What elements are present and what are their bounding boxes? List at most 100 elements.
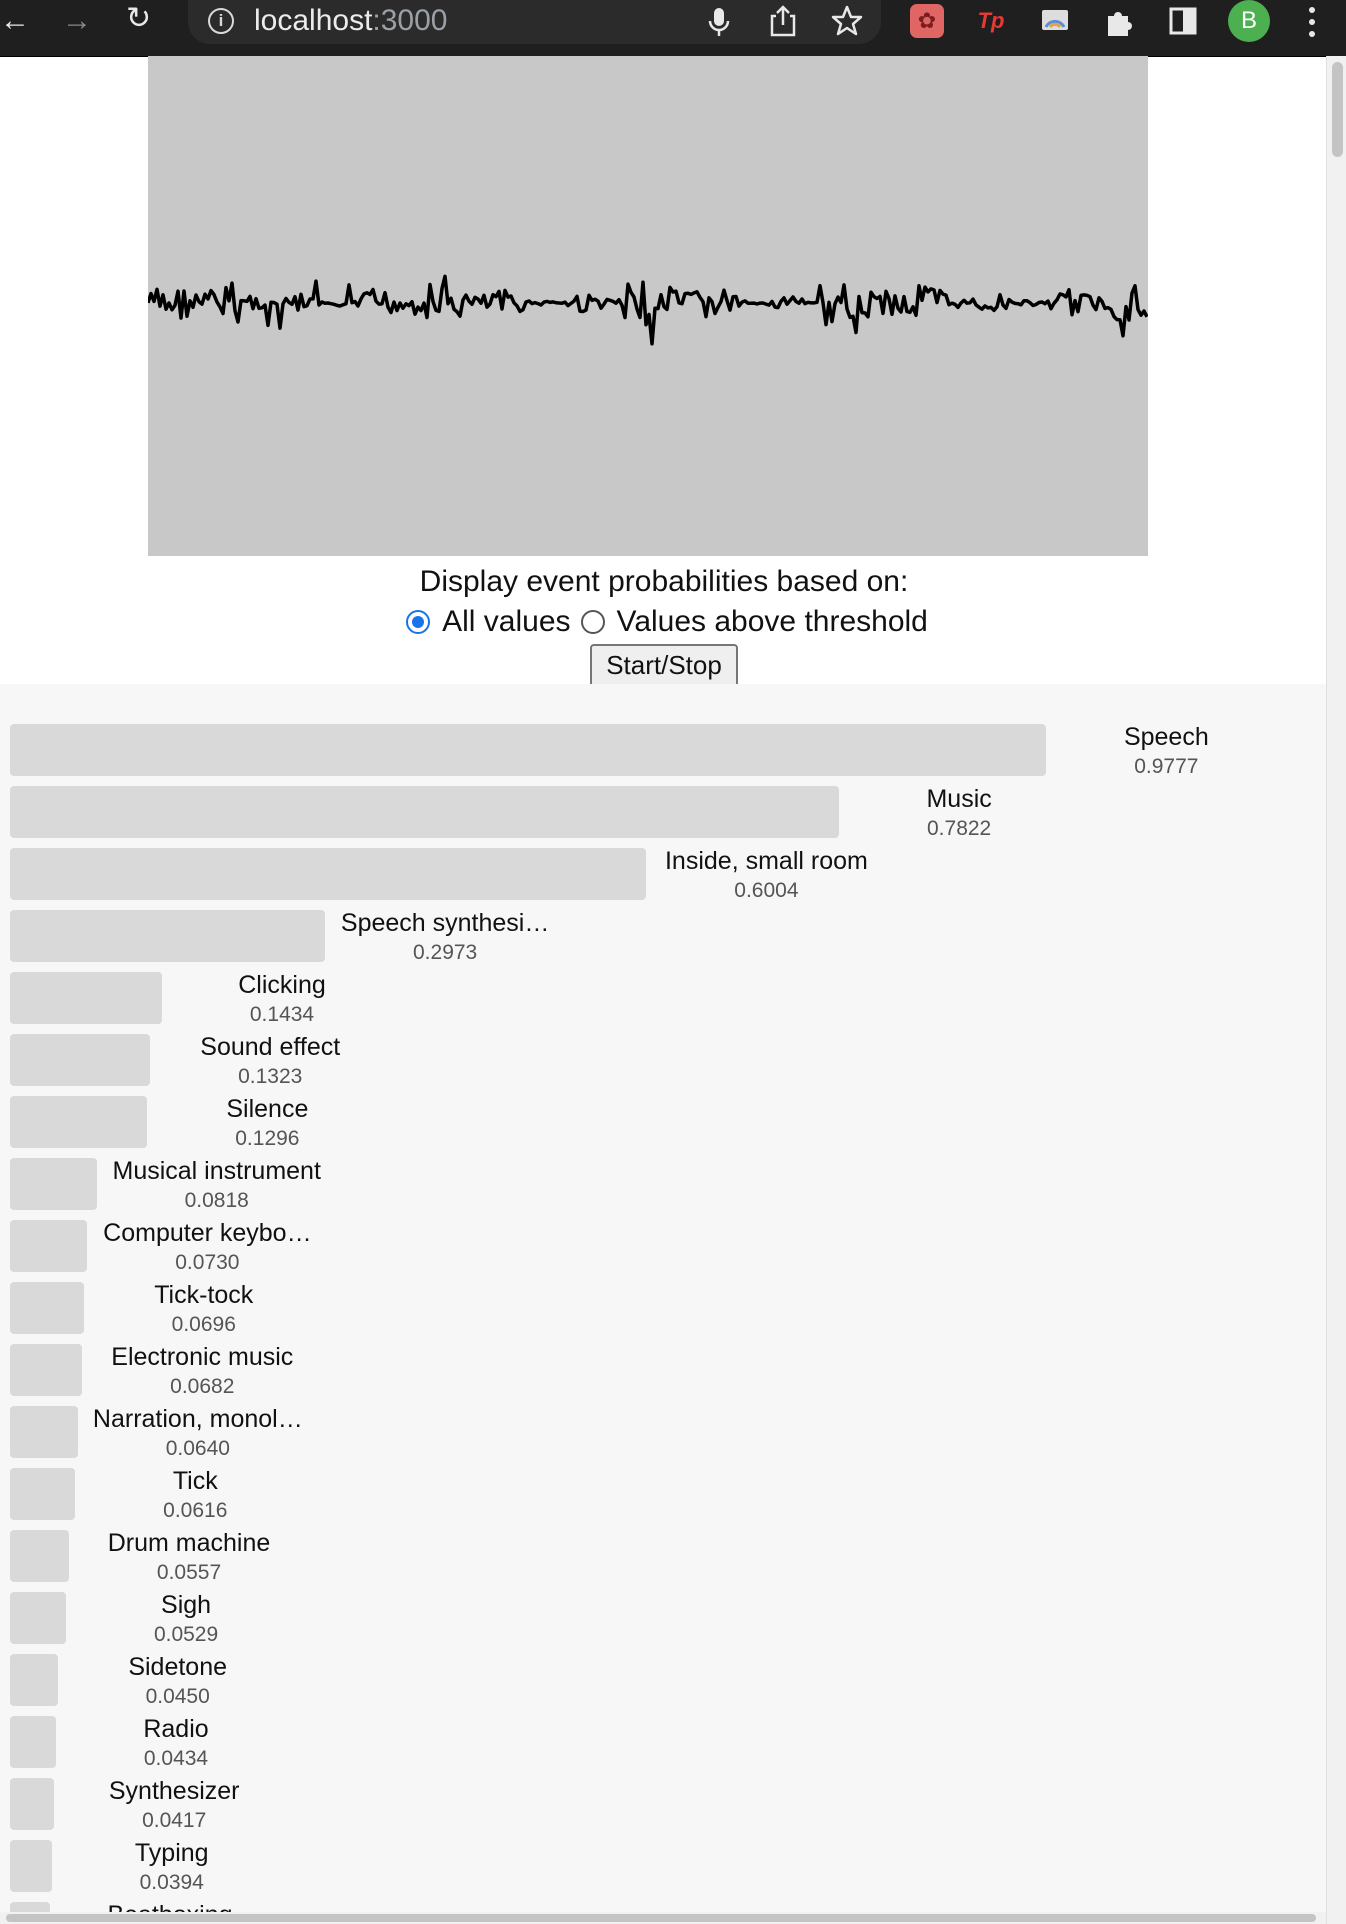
- url-port: :3000: [372, 4, 448, 37]
- event-name: Electronic music: [111, 1343, 294, 1371]
- probability-label: Sigh 0.0529: [56, 1590, 316, 1650]
- event-probability: 0.7822: [927, 817, 992, 840]
- event-probability: 0.1323: [238, 1065, 303, 1088]
- event-name: Speech synthesi…: [340, 909, 550, 937]
- probability-label: Synthesizer 0.0417: [44, 1776, 304, 1836]
- probability-bar: [10, 848, 647, 900]
- probability-bar: [10, 1840, 52, 1892]
- probability-bar: [10, 1716, 56, 1768]
- kebab-menu-icon[interactable]: [1304, 4, 1320, 40]
- display-controls: Display event probabilities based on: Al…: [0, 560, 1328, 687]
- probability-bar: [10, 1778, 55, 1830]
- star-icon[interactable]: [830, 4, 864, 38]
- browser-toolbar: ← → ↻ i localhost:3000 ✿ Tp B: [0, 0, 1346, 57]
- event-name: Music: [926, 785, 992, 813]
- event-probability: 0.0818: [184, 1189, 249, 1212]
- event-probability: 0.0682: [170, 1375, 235, 1398]
- event-probability-list: Speech 0.9777 Music 0.7822 Inside, small roo…: [0, 684, 1326, 1916]
- probability-label: Sound effect 0.1323: [140, 1032, 400, 1092]
- probability-bar: [10, 1158, 97, 1210]
- event-name: Speech: [1123, 723, 1209, 751]
- probability-bar: [10, 1344, 83, 1396]
- cast-extension-icon[interactable]: [1038, 4, 1072, 38]
- radio-above-threshold-label[interactable]: Values above threshold: [616, 605, 928, 638]
- event-name: Sound effect: [200, 1033, 341, 1061]
- start-stop-button[interactable]: Start/Stop: [590, 644, 738, 687]
- event-probability: 0.6004: [734, 879, 799, 902]
- radio-all-values-label[interactable]: All values: [442, 605, 571, 638]
- probability-label: Typing 0.0394: [42, 1838, 302, 1898]
- probability-label: Music 0.7822: [829, 784, 1089, 844]
- url-text[interactable]: localhost:3000: [254, 4, 447, 38]
- reload-icon[interactable]: ↻: [126, 2, 152, 35]
- probability-label: Speech 0.9777: [1036, 722, 1296, 782]
- event-probability: 0.0557: [156, 1561, 222, 1584]
- react-devtools-icon[interactable]: ✿: [910, 4, 944, 38]
- probability-bar: [10, 1654, 58, 1706]
- event-name: Narration, monol…: [92, 1405, 303, 1433]
- probability-bar: [10, 724, 1047, 776]
- microphone-icon[interactable]: [706, 6, 732, 38]
- probability-label: Silence 0.1296: [137, 1094, 397, 1154]
- probability-label: Sidetone 0.0450: [48, 1652, 308, 1712]
- probability-label: Electronic music 0.0682: [72, 1342, 332, 1402]
- event-name: Inside, small room: [664, 847, 868, 875]
- probability-label: Musical instrument 0.0818: [87, 1156, 347, 1216]
- side-panel-icon[interactable]: [1168, 6, 1198, 36]
- event-probability: 0.9777: [1134, 755, 1199, 778]
- waveform-canvas: [146, 56, 1149, 556]
- event-name: Clicking: [238, 971, 326, 999]
- arrow-left-icon[interactable]: ←: [0, 4, 30, 37]
- radio-group: All values Values above threshold: [0, 602, 1328, 642]
- probability-bar: [10, 1034, 151, 1086]
- probability-label: Speech synthesi… 0.2973: [315, 908, 575, 968]
- event-name: Musical instrument: [112, 1157, 321, 1185]
- probability-label: Drum machine 0.0557: [59, 1528, 319, 1588]
- event-name: Silence: [226, 1095, 309, 1123]
- url-host: localhost: [254, 4, 373, 37]
- event-probability: 0.0529: [153, 1623, 219, 1646]
- probability-bar: [10, 786, 840, 838]
- event-name: Drum machine: [107, 1529, 271, 1557]
- probability-bar: [10, 1220, 88, 1272]
- event-name: Radio: [143, 1715, 209, 1743]
- event-probability: 0.1296: [235, 1127, 300, 1150]
- probability-bar: [10, 1468, 76, 1520]
- event-probability: 0.2973: [413, 941, 478, 964]
- address-bar[interactable]: i localhost:3000: [188, 0, 881, 44]
- horizontal-scrollbar[interactable]: [0, 1912, 1326, 1924]
- vertical-scrollbar-thumb[interactable]: [1332, 62, 1343, 157]
- event-probability: 0.0730: [175, 1251, 240, 1274]
- arrow-right-icon[interactable]: →: [62, 4, 92, 37]
- waveform-line: [146, 274, 1149, 346]
- radio-all-values[interactable]: [406, 610, 431, 634]
- share-icon[interactable]: [768, 4, 798, 38]
- tp-extension-icon[interactable]: Tp: [977, 8, 1005, 33]
- event-name: Sidetone: [128, 1653, 228, 1681]
- radio-above-threshold[interactable]: [580, 610, 605, 634]
- event-probability: 0.0450: [145, 1685, 210, 1708]
- puzzle-icon[interactable]: [1104, 6, 1136, 38]
- avatar[interactable]: B: [1228, 0, 1270, 42]
- probability-bar: [10, 1592, 67, 1644]
- event-name: Computer keybo…: [103, 1219, 312, 1247]
- probability-label: Tick 0.0616: [65, 1466, 325, 1526]
- event-probability: 0.0394: [139, 1871, 204, 1894]
- probability-bar: [10, 1530, 70, 1582]
- event-probability: 0.0434: [143, 1747, 209, 1770]
- probability-label: Radio 0.0434: [46, 1714, 306, 1774]
- event-probability: 0.0417: [142, 1809, 207, 1832]
- event-probability: 0.0640: [165, 1437, 230, 1460]
- horizontal-scrollbar-thumb[interactable]: [6, 1914, 1316, 1922]
- event-probability: 0.1434: [249, 1003, 315, 1026]
- probability-bar: [10, 1282, 84, 1334]
- probability-label: Tick-tock 0.0696: [74, 1280, 334, 1340]
- probability-bar: [10, 910, 326, 962]
- event-name: Synthesizer: [108, 1777, 240, 1805]
- event-name: Tick: [172, 1467, 218, 1495]
- probability-label: Narration, monol… 0.0640: [68, 1404, 328, 1464]
- vertical-scrollbar[interactable]: [1326, 56, 1346, 1924]
- probability-label: Inside, small room 0.6004: [636, 846, 896, 906]
- info-icon[interactable]: i: [208, 8, 234, 34]
- probability-bar: [10, 1096, 148, 1148]
